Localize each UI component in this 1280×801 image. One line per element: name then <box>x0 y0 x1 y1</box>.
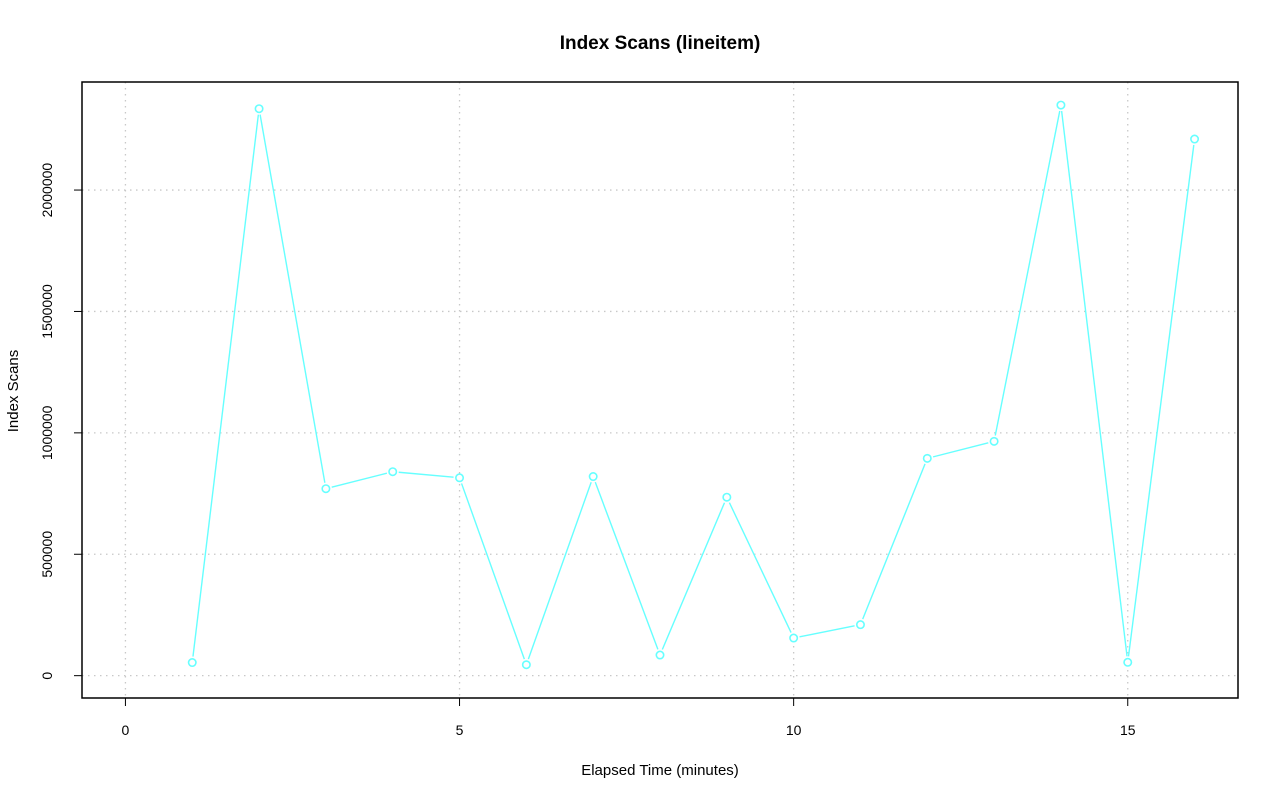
series-line-segment <box>994 110 1061 436</box>
series-layer <box>187 100 1200 670</box>
series-line-segment <box>932 442 989 458</box>
series-line-segment <box>192 114 260 657</box>
series-line-segment <box>862 463 926 620</box>
data-point <box>1123 657 1133 667</box>
data-point <box>388 467 398 477</box>
data-point <box>722 492 732 502</box>
x-tick-label: 5 <box>456 722 464 738</box>
data-point <box>1056 100 1066 110</box>
series-line-segment <box>460 483 525 660</box>
data-point <box>455 473 465 483</box>
series-line <box>192 110 1195 660</box>
chart-title: Index Scans (lineitem) <box>560 33 761 54</box>
data-point <box>789 633 799 643</box>
data-point <box>187 658 197 668</box>
series-line-segment <box>259 114 326 483</box>
series-line-segment <box>331 472 388 488</box>
x-tick-label: 10 <box>786 722 802 738</box>
series-line-segment <box>527 481 592 660</box>
y-axis-title: Index Scans <box>5 350 22 433</box>
plot-frame <box>81 81 1239 699</box>
x-axis: 0 5 10 15 <box>122 698 1136 738</box>
x-tick-label: 15 <box>1120 722 1136 738</box>
series-line-segment <box>799 625 855 638</box>
series-line-segment <box>728 502 792 633</box>
series-line-segment <box>661 502 726 650</box>
y-tick-label: 0 <box>39 672 55 680</box>
grid-lines <box>82 82 1238 698</box>
series-line-segment <box>398 471 454 478</box>
data-point <box>521 660 531 670</box>
x-tick-label: 0 <box>122 722 130 738</box>
x-axis-title: Elapsed Time (minutes) <box>581 762 739 779</box>
data-point <box>588 472 598 482</box>
y-tick-label: 2000000 <box>39 163 55 218</box>
data-point <box>989 436 999 446</box>
data-point <box>922 453 932 463</box>
series-line-segment <box>1060 110 1128 657</box>
series-line-segment <box>594 481 659 650</box>
y-tick-label: 1500000 <box>39 284 55 339</box>
data-point <box>254 104 264 114</box>
data-point <box>321 484 331 494</box>
data-point <box>655 650 665 660</box>
data-point <box>855 620 865 630</box>
series-line-segment <box>1127 144 1195 657</box>
data-point <box>1190 134 1200 144</box>
y-tick-label: 1000000 <box>39 405 55 460</box>
y-tick-label: 500000 <box>39 531 55 578</box>
y-axis: 0 500000 1000000 1500000 2000000 <box>39 163 82 680</box>
